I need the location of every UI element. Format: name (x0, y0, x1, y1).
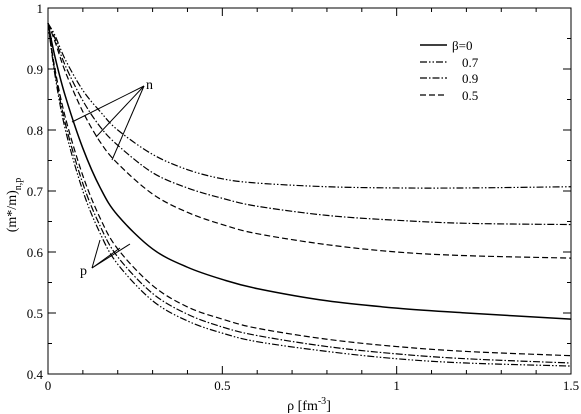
y-tick-label: 1 (37, 1, 44, 16)
annotation-n-label: n (146, 78, 153, 93)
legend-label-2: 0.9 (462, 71, 478, 86)
legend-label-3: 0.5 (462, 88, 478, 103)
y-tick-label: 0.4 (27, 367, 44, 382)
series-line-2 (47, 23, 572, 226)
annotation-p: p (80, 239, 131, 279)
series-line-3 (47, 23, 572, 259)
annotation-n-pointer (95, 85, 145, 138)
x-tick-label: 1.5 (563, 378, 579, 393)
y-tick-label: 0.7 (27, 184, 44, 199)
series-line-6 (47, 23, 572, 367)
ticks-layer: 0 0.5 1 1.5 0.4 0.5 0.6 0.7 0.8 0.9 1 (27, 1, 579, 393)
y-axis-label-sub: n,p (13, 178, 24, 191)
x-axis-label-sup: -3 (318, 396, 326, 407)
series-line-0 (47, 23, 572, 320)
y-axis-label-main: (m*/m) (5, 190, 20, 232)
legend-label-0: β=0 (452, 38, 472, 53)
x-tick-label: 0.5 (214, 378, 230, 393)
y-tick-label: 0.9 (27, 62, 43, 77)
y-tick-label: 0.5 (27, 306, 43, 321)
legend: β=0 0.7 0.9 0.5 (420, 38, 479, 103)
x-axis-label-end: ] (326, 399, 331, 414)
annotation-n: n (71, 78, 153, 161)
x-tick-label: 0 (45, 378, 52, 393)
y-axis-label: (m*/m)n,p (5, 178, 24, 233)
series-layer (47, 22, 572, 367)
plot-area (47, 7, 572, 375)
x-tick-label: 1 (393, 378, 400, 393)
y-tick-label: 0.8 (27, 123, 43, 138)
plot-frame (47, 7, 572, 375)
annotation-p-label: p (80, 264, 87, 279)
annotation-n-pointer (71, 85, 145, 123)
x-axis-label: ρ [fm-3] (287, 396, 331, 414)
annotation-n-pointer (111, 85, 145, 161)
x-axis-label-main: ρ [fm (287, 399, 318, 414)
series-line-1 (47, 22, 572, 189)
y-tick-label: 0.6 (27, 245, 44, 260)
annotation-p-pointer (91, 243, 131, 269)
series-line-5 (47, 23, 572, 364)
legend-label-1: 0.7 (462, 55, 479, 70)
series-line-4 (47, 23, 572, 357)
annotation-p-pointer (91, 239, 101, 269)
